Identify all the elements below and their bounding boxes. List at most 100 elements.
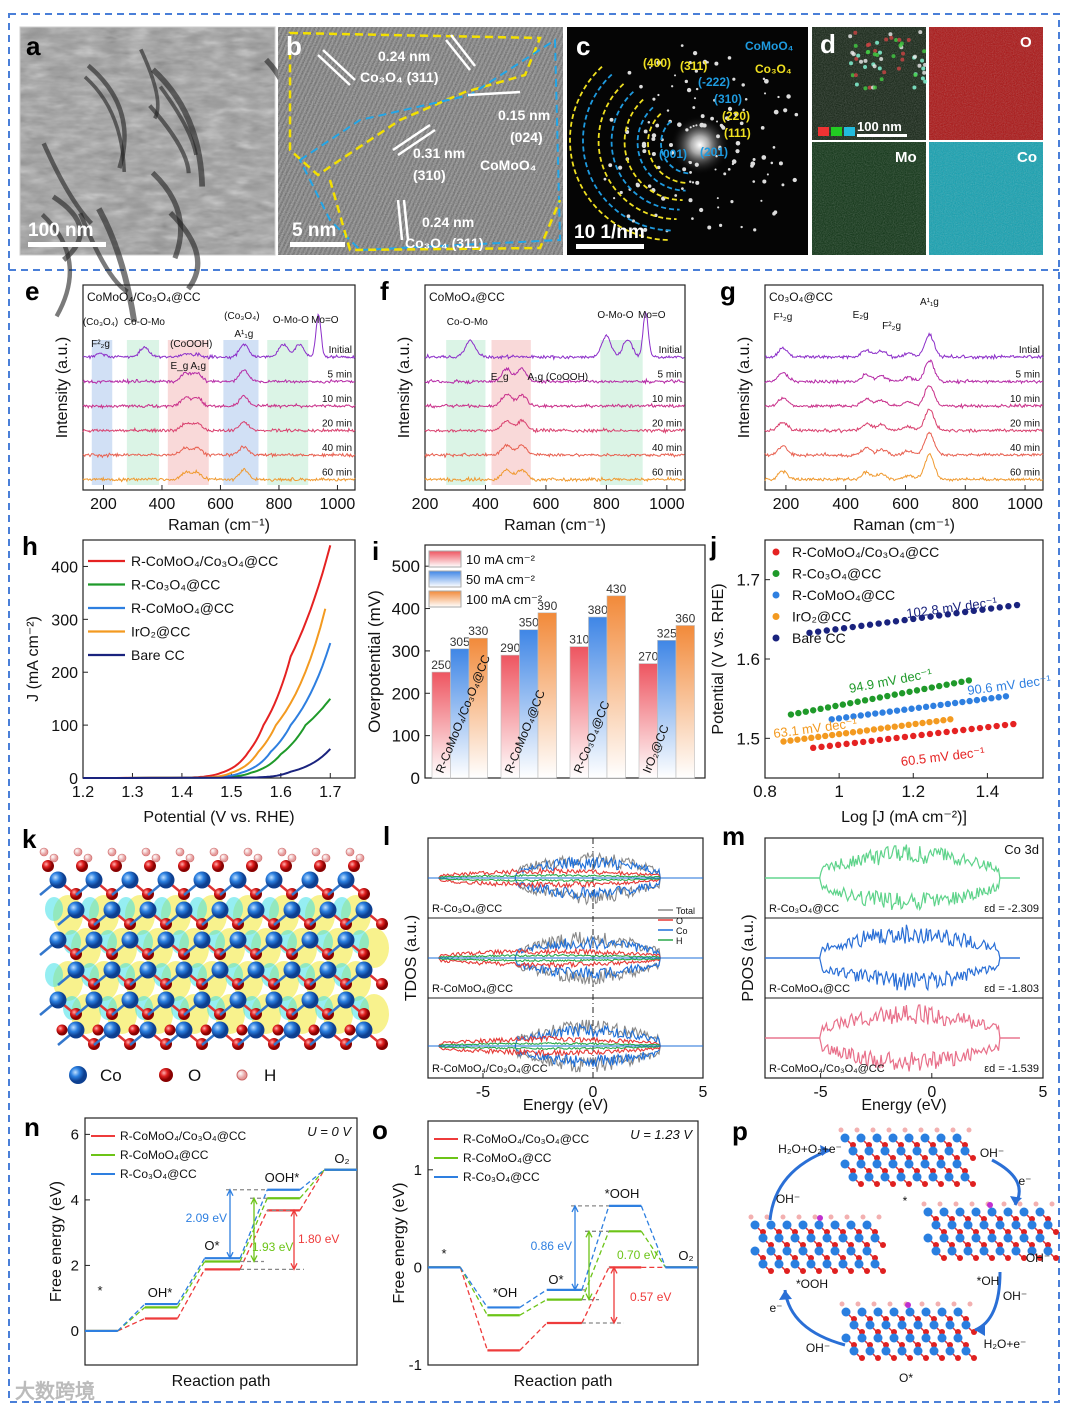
tafel-point-1 [884,692,891,700]
legend-label: 50 mA cm⁻² [466,572,536,587]
o-atom [954,1155,960,1161]
energy-connector [459,1267,488,1316]
o-atom [962,1142,968,1148]
co-atom [939,1207,949,1217]
diffraction-spot [682,167,687,172]
diffraction-spot [722,126,725,130]
pdos-up [765,1004,1020,1039]
nanosheet-streak [78,212,129,294]
spectrum-time-label: 60 min [322,468,352,479]
raman-spectrum-1 [82,369,355,385]
h-atom [345,847,355,857]
cycle-arrow-4 [768,1148,831,1221]
diffraction-spot [718,223,723,228]
h-atom [83,853,93,863]
overlay-speck [898,43,903,48]
y-tick-label: 0 [69,771,78,788]
raman-spectrum-3 [424,418,685,435]
o-atom [358,1008,370,1020]
o-atom [949,1216,955,1222]
legend-label: R-CoMoO₄/Co₃O₄@CC [792,544,939,560]
overlay-speck [920,76,925,81]
h-atom [844,1214,850,1220]
co-atom [862,1220,872,1230]
overlay-speck [872,85,877,90]
diffraction-spot [750,161,756,167]
raman-spectrum-0 [424,310,685,361]
h-atom [839,1301,845,1307]
tafel-point-1 [802,708,809,715]
o-atom [933,1216,939,1222]
x-tick-label: 400 [832,496,859,513]
tafel-point-1 [824,704,832,711]
spectrum-time-label: 5 min [658,370,682,381]
catalyst-slab-model [839,1301,977,1361]
co-atom [806,1233,816,1243]
tafel-point-3 [801,735,808,742]
co-atom [857,1307,867,1317]
co-atom [301,871,319,889]
diffraction-spot [657,93,660,97]
o-atom [308,1024,320,1036]
diffraction-spot [695,87,699,91]
o-atom [949,1242,955,1248]
co-atom [157,871,175,889]
diffraction-spot [686,87,692,93]
co-atom [846,1220,856,1230]
co-atom [953,1307,963,1317]
h-atom [277,847,287,857]
overlay-speck [879,56,884,61]
o-atom [840,1229,846,1235]
tafel-point-4 [979,606,986,613]
co-atom [175,1021,193,1039]
o-atom [957,1229,963,1235]
co-atom [936,1133,946,1143]
co-atom [896,1146,906,1156]
co-atom [854,1259,864,1269]
dos-curve-down [428,1045,681,1057]
tafel-point-3 [933,717,940,725]
peak-annotation: F²₂g [91,339,110,350]
barrier-label: 0.86 eV [531,1239,572,1253]
co-atom [862,1246,872,1256]
adsorbate-atom [987,1202,993,1208]
dos-curve-down [428,877,681,889]
o-atom [760,1229,766,1235]
nanosheet-streak [150,67,206,187]
tafel-point-3 [870,726,878,733]
co-atom [841,1307,851,1317]
co-atom [211,901,229,919]
o-atom [859,1355,865,1361]
arrow-head [290,1263,298,1271]
o-atom [348,860,360,872]
tafel-point-1 [839,701,847,708]
spectrum-time-label: Initial [329,345,352,356]
charge-density-depletion [297,897,315,921]
bar-value-label: 380 [588,603,608,617]
x-tick-label: 1000 [320,496,356,513]
h-atom [73,847,83,857]
arrow-head [820,1145,830,1156]
tafel-point-0 [910,732,917,740]
tafel-point-4 [884,619,891,626]
co-atom [103,1021,121,1039]
legend-marker [772,591,780,599]
overlay-speck [866,49,871,54]
energy-connector [299,1169,325,1211]
intermediate-label: O* [204,1238,219,1253]
diffraction-spot [777,95,780,99]
arrow-head [250,1196,258,1205]
energy-connector [117,1317,146,1332]
diffraction-spot [774,210,777,214]
tafel-point-3 [905,721,912,729]
nanosheet-streak [96,207,138,323]
o-atom [792,1229,798,1235]
arrow-head [610,1316,618,1325]
diffraction-spot [718,147,722,151]
raman-spectrum-5 [424,468,685,483]
tafel-point-2 [944,700,952,708]
panel-label-f: f [380,276,389,306]
spectrum-time-label: 5 min [328,370,352,381]
panel-label-a: a [26,31,41,61]
o-atom [1013,1216,1019,1222]
